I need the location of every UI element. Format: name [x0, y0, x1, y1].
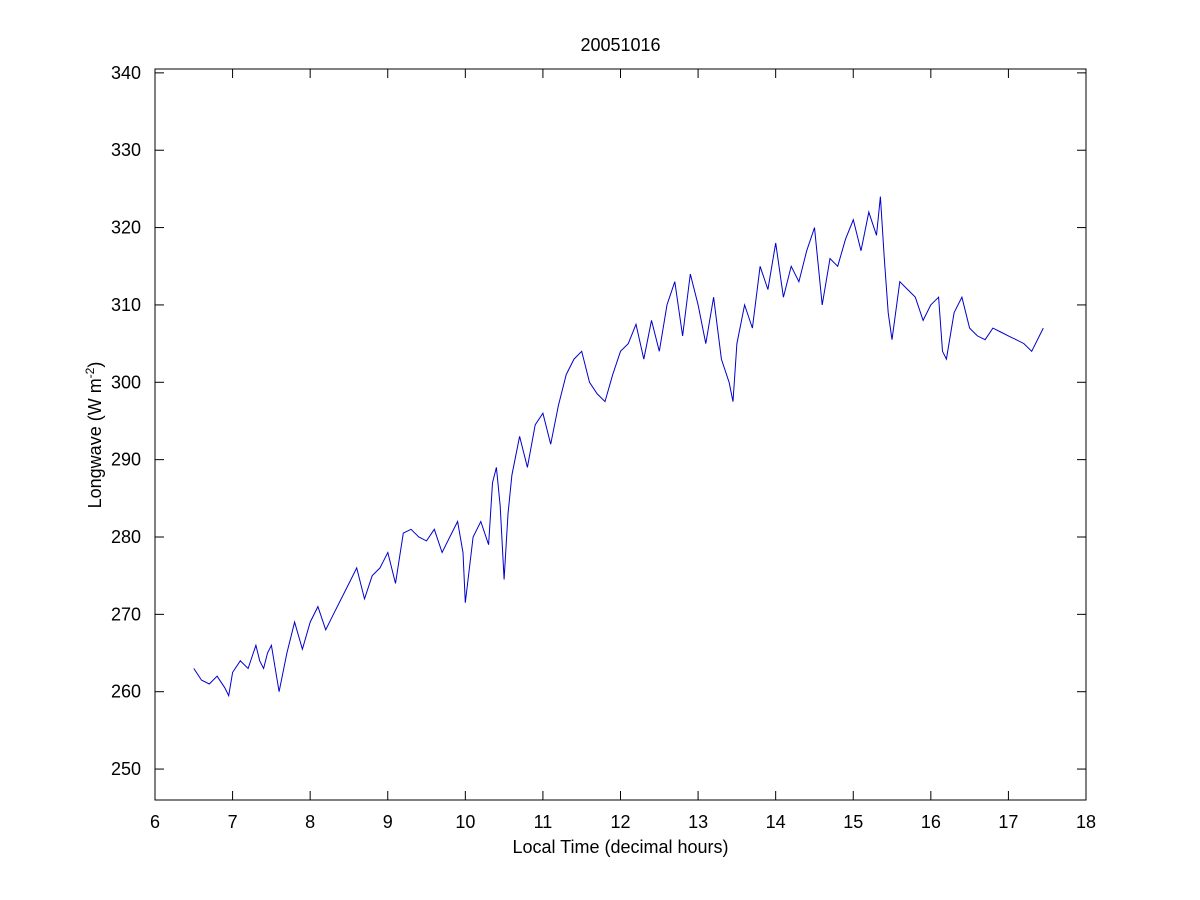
x-tick-label: 9 — [383, 812, 393, 832]
x-tick-label: 11 — [534, 812, 553, 832]
x-tick-label: 10 — [455, 812, 475, 832]
plot-area — [154, 68, 1087, 801]
y-axis-label: Longwave (W m-2) — [83, 362, 105, 509]
x-tick-label: 15 — [843, 812, 863, 832]
y-axis-label-superscript: -2 — [83, 367, 97, 378]
y-axis-label-main: Longwave (W m — [85, 378, 105, 508]
y-tick-label: 300 — [111, 372, 141, 392]
y-tick-label: 270 — [111, 604, 141, 624]
y-tick-label: 260 — [111, 682, 141, 702]
longwave-series-line — [193, 196, 1044, 698]
y-axis-label-close: ) — [85, 362, 105, 368]
x-tick-label: 16 — [921, 812, 941, 832]
x-tick-label: 14 — [766, 812, 786, 832]
x-tick-label: 13 — [688, 812, 708, 832]
x-tick-label: 12 — [610, 812, 630, 832]
y-tick-label: 330 — [111, 140, 141, 160]
y-axis: 250 260 270 280 290 300 310 320 330 340 — [111, 63, 1086, 779]
y-tick-label: 340 — [111, 63, 141, 83]
y-tick-label: 250 — [111, 759, 141, 779]
x-axis-label: Local Time (decimal hours) — [512, 837, 728, 857]
x-tick-label: 17 — [998, 812, 1018, 832]
x-tick-label: 18 — [1076, 812, 1096, 832]
y-tick-label: 290 — [111, 450, 141, 470]
y-tick-label: 280 — [111, 527, 141, 547]
y-tick-label: 310 — [111, 295, 141, 315]
x-axis: 6 7 8 9 10 11 12 13 14 15 16 17 18 — [150, 69, 1096, 832]
x-tick-label: 7 — [228, 812, 238, 832]
x-tick-label: 8 — [305, 812, 315, 832]
y-tick-label: 320 — [111, 218, 141, 238]
chart-title: 20051016 — [580, 35, 660, 55]
x-tick-label: 6 — [150, 812, 160, 832]
